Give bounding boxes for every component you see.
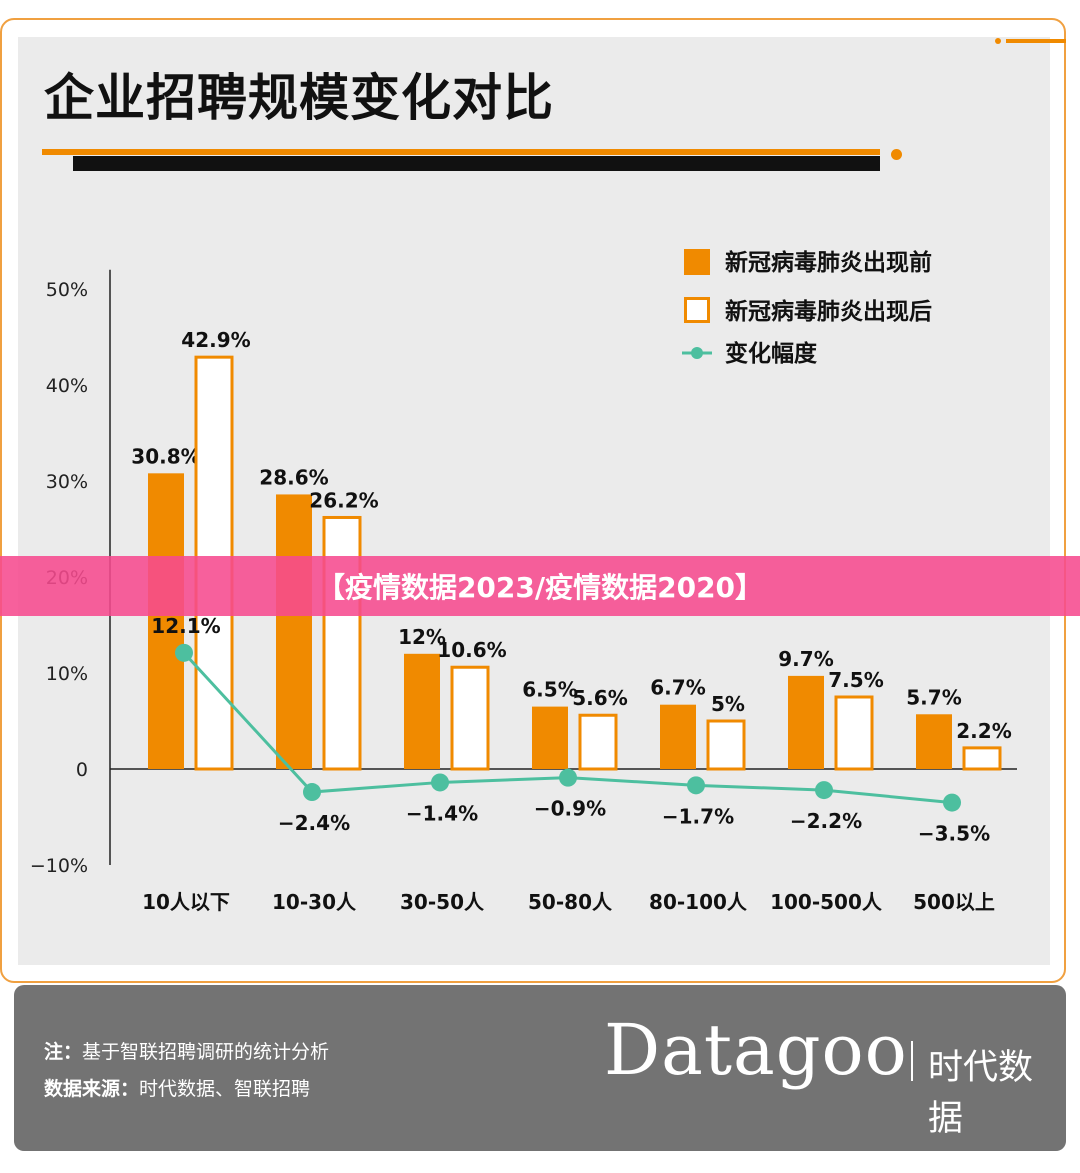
legend-swatch-after (684, 297, 710, 323)
bar-after (962, 746, 1002, 771)
bar-after-label: 7.5% (828, 668, 883, 692)
change-point (431, 773, 449, 792)
bar-before (148, 473, 184, 769)
bar-after-label: 26.2% (309, 488, 378, 512)
legend-marker-change (691, 347, 703, 359)
change-point (815, 781, 833, 800)
change-point-label: 12.1% (151, 614, 220, 638)
y-tick-label: 50% (46, 279, 88, 301)
note-text: 基于智联招聘调研的统计分析 (82, 1041, 330, 1063)
bar-before (660, 704, 696, 769)
note-label: 注： (44, 1041, 83, 1063)
y-tick-label: 10% (46, 663, 88, 685)
title-rule-black (73, 156, 880, 171)
chart-panel (18, 37, 1050, 965)
bar-before-label: 5.7% (906, 685, 961, 709)
legend-label-before: 新冠病毒肺炎出现前 (725, 249, 932, 276)
change-point (303, 783, 321, 802)
bar-after-label: 5.6% (572, 686, 627, 710)
title-rule-orange (42, 149, 880, 155)
brand-logo: Datagoo (604, 1009, 908, 1091)
footer-bar: 注：基于智联招聘调研的统计分析 数据来源：时代数据、智联招聘 Datagoo 时… (14, 985, 1066, 1151)
change-point-label: −2.2% (790, 809, 862, 833)
change-point-label: −1.7% (662, 804, 734, 828)
legend-label-after: 新冠病毒肺炎出现后 (725, 298, 932, 325)
source-text: 时代数据、智联招聘 (139, 1078, 311, 1100)
footer-note: 注：基于智联招聘调研的统计分析 (44, 1037, 329, 1064)
bar-after (834, 695, 874, 771)
y-tick-label: −10% (30, 855, 88, 877)
bar-before-label: 30.8% (131, 444, 200, 468)
y-tick-label: 30% (46, 471, 88, 493)
change-point-label: −1.4% (406, 801, 478, 825)
source-label: 数据来源： (44, 1078, 140, 1100)
bar-before (532, 706, 568, 769)
x-tick-label: 10-30人 (272, 890, 357, 914)
chart-title: 企业招聘规模变化对比 (44, 69, 554, 127)
x-tick-label: 80-100人 (649, 890, 748, 914)
y-tick-label: 0 (76, 759, 88, 781)
bar-after-label: 2.2% (956, 719, 1011, 743)
bar-after-label: 42.9% (181, 328, 250, 352)
brand-subtitle: 时代数据 (928, 1048, 1034, 1139)
bar-before-label: 9.7% (778, 647, 833, 671)
x-tick-label: 10人以下 (142, 890, 230, 914)
watermark-banner: 【疫情数据2023/疫情数据2020】 (0, 556, 1080, 616)
bar-before (788, 675, 824, 769)
legend-label-change: 变化幅度 (725, 340, 818, 367)
bar-after (706, 719, 746, 771)
bar-after (450, 665, 490, 771)
change-point-label: −2.4% (278, 811, 350, 835)
x-tick-label: 30-50人 (400, 890, 485, 914)
y-tick-label: 40% (46, 375, 88, 397)
bar-line-chart: −10%010%20%30%40%50%10人以下10-30人30-50人50-… (30, 249, 1017, 914)
top-accent-line (1006, 39, 1066, 43)
bar-before (276, 494, 312, 769)
change-point-label: −3.5% (918, 822, 990, 846)
bar-before-label: 28.6% (259, 465, 328, 489)
x-tick-label: 100-500人 (770, 890, 883, 914)
change-point-label: −0.9% (534, 797, 606, 821)
footer-source: 数据来源：时代数据、智联招聘 (44, 1074, 310, 1101)
brand-separator (911, 1041, 913, 1081)
change-point (687, 776, 705, 795)
title-rule-dot (891, 149, 902, 160)
bar-after-label: 10.6% (437, 638, 506, 662)
bar-before-label: 6.7% (650, 676, 705, 700)
bar-before (404, 653, 440, 769)
top-accent-dot (995, 38, 1001, 44)
bar-before-label: 12% (398, 625, 446, 649)
bar-before-label: 6.5% (522, 678, 577, 702)
change-point (559, 768, 577, 787)
bar-before (916, 714, 952, 769)
change-point (175, 643, 193, 662)
x-tick-label: 500以上 (913, 890, 995, 914)
change-point (943, 793, 961, 812)
x-tick-label: 50-80人 (528, 890, 613, 914)
legend-swatch-before (684, 249, 710, 275)
bar-after (578, 713, 618, 771)
bar-after-label: 5% (711, 692, 745, 716)
